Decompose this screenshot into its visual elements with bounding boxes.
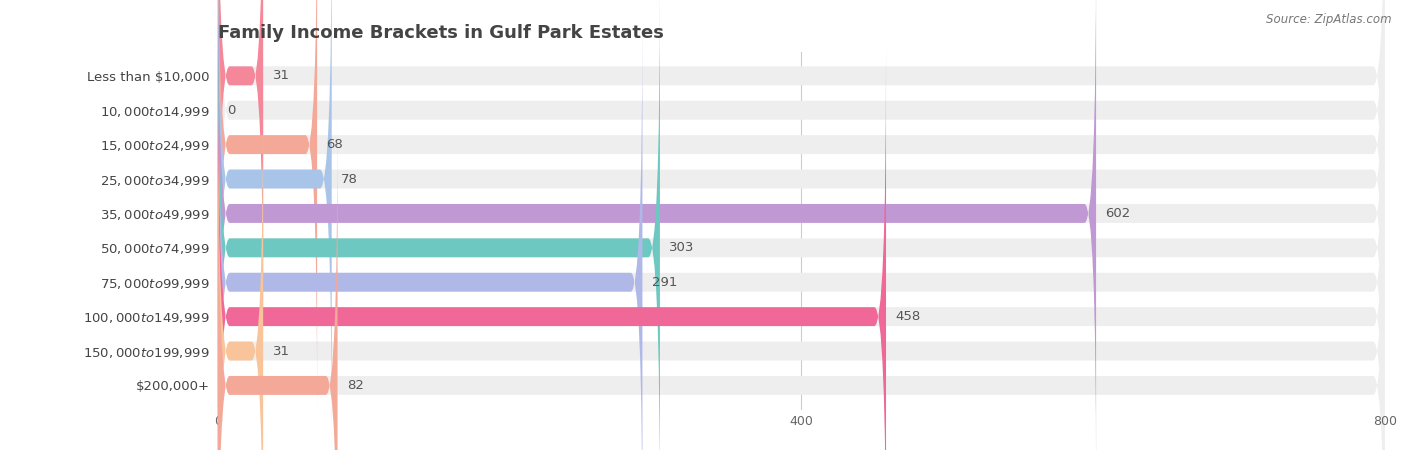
- FancyBboxPatch shape: [218, 0, 1385, 342]
- FancyBboxPatch shape: [218, 17, 1385, 450]
- FancyBboxPatch shape: [218, 0, 659, 450]
- FancyBboxPatch shape: [218, 0, 318, 410]
- FancyBboxPatch shape: [218, 17, 643, 450]
- FancyBboxPatch shape: [218, 120, 1385, 450]
- FancyBboxPatch shape: [218, 0, 1385, 410]
- Text: 303: 303: [669, 241, 695, 254]
- Text: 82: 82: [347, 379, 364, 392]
- FancyBboxPatch shape: [218, 0, 1385, 376]
- FancyBboxPatch shape: [218, 51, 886, 450]
- FancyBboxPatch shape: [218, 0, 1385, 445]
- Text: 291: 291: [652, 276, 678, 289]
- Text: 31: 31: [273, 69, 290, 82]
- Text: 68: 68: [326, 138, 343, 151]
- Text: 78: 78: [342, 172, 359, 185]
- FancyBboxPatch shape: [218, 86, 1385, 450]
- Text: Source: ZipAtlas.com: Source: ZipAtlas.com: [1267, 14, 1392, 27]
- FancyBboxPatch shape: [218, 86, 263, 450]
- FancyBboxPatch shape: [218, 0, 1097, 450]
- FancyBboxPatch shape: [218, 0, 332, 445]
- Text: 458: 458: [896, 310, 921, 323]
- FancyBboxPatch shape: [218, 120, 337, 450]
- FancyBboxPatch shape: [218, 0, 263, 342]
- Text: 602: 602: [1105, 207, 1130, 220]
- Text: 0: 0: [228, 104, 236, 117]
- FancyBboxPatch shape: [218, 0, 1385, 450]
- FancyBboxPatch shape: [218, 0, 1385, 450]
- Text: 31: 31: [273, 345, 290, 357]
- FancyBboxPatch shape: [218, 51, 1385, 450]
- Text: Family Income Brackets in Gulf Park Estates: Family Income Brackets in Gulf Park Esta…: [218, 24, 664, 42]
